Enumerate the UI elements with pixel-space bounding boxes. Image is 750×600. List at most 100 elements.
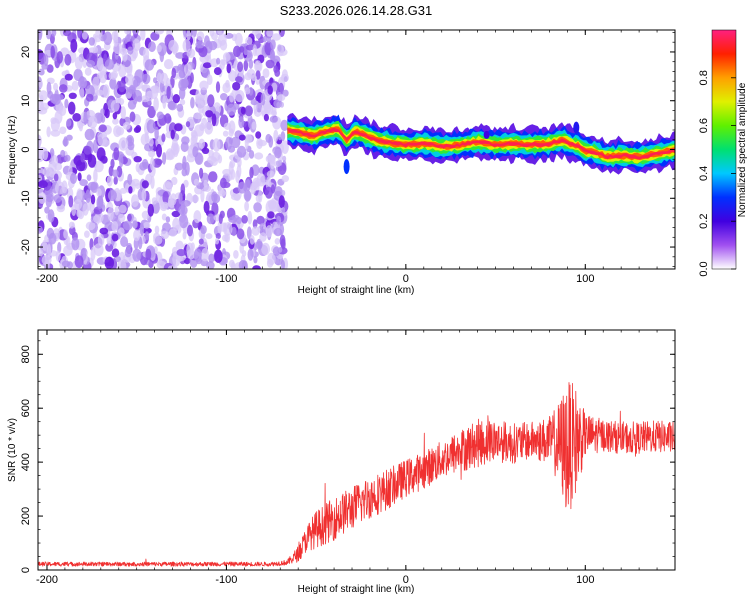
noise-blob [111, 248, 120, 258]
noise-blob [70, 38, 78, 53]
noise-blob [38, 180, 48, 189]
noise-blob [112, 112, 118, 120]
noise-blob [255, 30, 262, 39]
noise-blob [202, 62, 212, 69]
noise-blob [226, 63, 232, 74]
noise-blob [253, 256, 258, 264]
noise-blob [264, 186, 273, 199]
noise-blob [204, 35, 210, 48]
y-tick-label: 600 [20, 399, 32, 417]
noise-blob [198, 46, 208, 58]
noise-blob [107, 189, 117, 202]
noise-blob [214, 237, 220, 245]
noise-blob [255, 131, 262, 139]
noise-blob [38, 225, 43, 234]
noise-blob [127, 213, 132, 222]
noise-blob [181, 78, 189, 88]
ridge-spur-1 [573, 121, 580, 134]
noise-blob [201, 147, 210, 154]
noise-blob [252, 44, 258, 57]
noise-blob [206, 213, 215, 225]
noise-blob [175, 240, 184, 250]
noise-blob [251, 121, 257, 130]
noise-blob [132, 30, 139, 35]
noise-blob [176, 103, 184, 112]
noise-blob [222, 82, 231, 94]
noise-blob [38, 106, 48, 115]
noise-blob [124, 247, 132, 258]
noise-blob [273, 129, 279, 143]
noise-blob [59, 84, 68, 93]
noise-blob [255, 60, 262, 72]
noise-blob [148, 149, 156, 158]
noise-blob [266, 170, 275, 178]
noise-blob [127, 141, 135, 151]
noise-blob [217, 33, 227, 46]
noise-blob [281, 175, 289, 183]
noise-blob [64, 154, 71, 162]
noise-blob [93, 168, 98, 183]
noise-blob [253, 202, 262, 213]
noise-blob [128, 84, 136, 95]
noise-blob [244, 134, 253, 144]
noise-blob [104, 59, 115, 70]
noise-blob [186, 30, 191, 41]
noise-blob [199, 167, 204, 179]
noise-blob [161, 133, 166, 143]
noise-blob [85, 93, 94, 102]
noise-blob [160, 201, 169, 210]
noise-blob [168, 228, 177, 237]
noise-blob [249, 235, 255, 245]
noise-blob [241, 250, 247, 257]
noise-blob [119, 187, 128, 194]
noise-blob [38, 80, 43, 89]
noise-blob [98, 124, 107, 133]
noise-blob [256, 101, 263, 113]
noise-blob [53, 173, 59, 182]
noise-blob [265, 133, 272, 143]
noise-blob [148, 138, 154, 147]
noise-blob [51, 94, 61, 105]
noise-blob [68, 195, 74, 208]
noise-blob [100, 155, 108, 164]
noise-blob [83, 145, 92, 155]
noise-blob [281, 140, 289, 154]
noise-blob [278, 246, 283, 253]
noise-blob [142, 158, 149, 169]
noise-blob [150, 157, 155, 171]
noise-blob [108, 72, 114, 80]
noise-blob [81, 31, 88, 40]
noise-blob [191, 131, 199, 143]
noise-blob [224, 233, 231, 243]
noise-blob [53, 82, 59, 91]
noise-blob [55, 250, 61, 262]
snr-frame [37, 329, 676, 571]
noise-blob [142, 227, 152, 234]
noise-blob [211, 113, 217, 127]
noise-blob [78, 76, 88, 89]
noise-blob [196, 31, 205, 41]
noise-blob [66, 134, 73, 141]
noise-blob [84, 230, 90, 238]
x-tick-label: -100 [215, 574, 237, 586]
noise-blob [77, 30, 83, 39]
noise-blob [174, 162, 184, 171]
noise-blob [260, 93, 266, 106]
noise-blob [203, 200, 210, 214]
noise-blob [39, 242, 49, 254]
noise-blob [97, 133, 107, 147]
noise-blob [278, 195, 285, 209]
noise-blob [133, 229, 141, 242]
noise-blob [193, 248, 202, 262]
noise-blob [113, 34, 119, 47]
noise-blob [208, 40, 218, 51]
noise-blob [195, 41, 205, 49]
noise-blob [165, 182, 173, 189]
noise-blob [135, 183, 140, 189]
noise-blob [82, 203, 89, 216]
noise-blob [140, 30, 146, 41]
noise-blob [151, 197, 158, 205]
noise-blob [191, 194, 199, 203]
noise-blob [200, 225, 207, 235]
